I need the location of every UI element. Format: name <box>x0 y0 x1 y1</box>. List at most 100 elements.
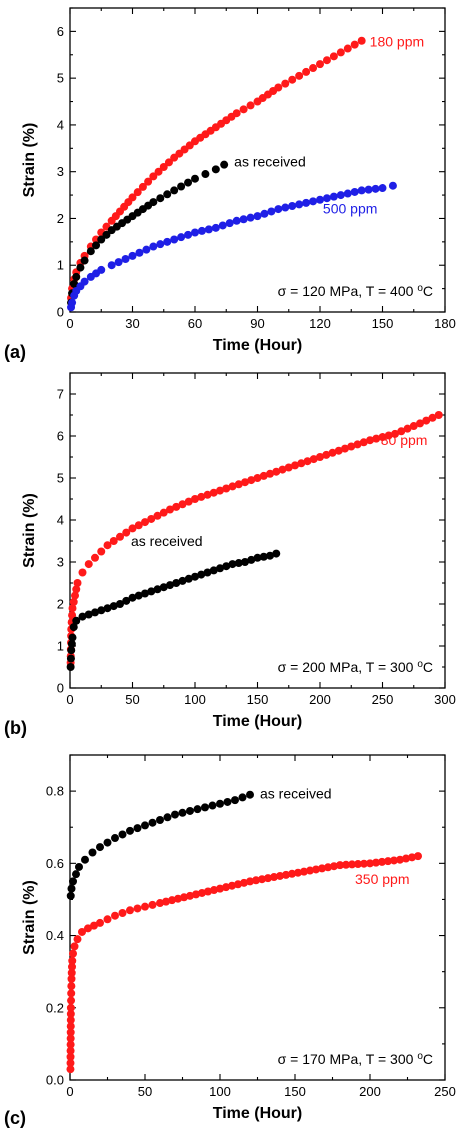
data-point <box>67 982 76 991</box>
data-point <box>67 989 76 998</box>
data-point <box>272 549 281 558</box>
panel-label: (b) <box>4 718 27 738</box>
data-point <box>246 877 254 886</box>
data-point <box>97 606 106 615</box>
data-point <box>274 83 283 92</box>
data-point <box>172 502 181 511</box>
data-point <box>378 184 387 193</box>
data-point <box>156 899 164 908</box>
data-point <box>328 448 337 457</box>
data-point <box>234 880 242 889</box>
data-point <box>343 44 352 53</box>
data-point <box>360 859 368 868</box>
data-point <box>297 459 306 468</box>
data-point <box>197 492 206 501</box>
data-point <box>234 480 243 489</box>
plot-frame <box>69 754 446 1081</box>
data-point <box>84 610 93 619</box>
data-point <box>247 555 256 564</box>
data-point <box>163 813 172 822</box>
series-80-ppm <box>66 411 443 667</box>
data-point <box>223 797 232 806</box>
data-point <box>353 440 362 449</box>
data-point <box>126 906 134 915</box>
data-point <box>414 852 422 861</box>
x-tick-label: 90 <box>250 316 264 331</box>
y-tick-label: 0 <box>57 305 64 320</box>
data-point <box>109 537 118 545</box>
degree-superscript: o <box>417 1051 423 1062</box>
data-point <box>68 962 76 971</box>
data-point <box>396 855 404 864</box>
data-point <box>67 996 76 1005</box>
y-tick-label: 7 <box>57 387 64 402</box>
series-500-ppm <box>67 181 397 312</box>
data-point <box>409 422 418 431</box>
data-point <box>180 893 188 902</box>
data-point <box>109 602 118 611</box>
data-point <box>116 532 124 541</box>
condition-annotation: σ = 170 MPa, T = 300 oC <box>278 1051 433 1068</box>
data-point <box>133 188 142 197</box>
data-point <box>168 896 176 905</box>
data-point <box>278 465 287 474</box>
data-point <box>81 855 89 864</box>
data-point <box>66 1034 75 1043</box>
data-point <box>264 874 272 883</box>
data-point <box>204 225 213 234</box>
data-point <box>78 927 86 936</box>
data-point <box>211 165 220 174</box>
data-point <box>322 56 331 65</box>
data-point <box>163 190 172 199</box>
x-tick-label: 200 <box>359 1084 381 1099</box>
data-point <box>141 518 149 527</box>
data-point <box>211 223 220 232</box>
data-point <box>193 805 202 814</box>
data-point <box>253 212 262 221</box>
data-point <box>128 193 137 202</box>
data-point <box>153 511 162 520</box>
data-point <box>71 591 79 600</box>
data-point <box>359 438 368 447</box>
data-point <box>174 894 182 903</box>
data-point <box>246 213 255 222</box>
data-point <box>348 860 356 869</box>
condition-annotation: σ = 120 MPa, T = 400 oC <box>278 283 433 300</box>
data-point <box>336 191 345 200</box>
y-tick-label: 0.6 <box>46 856 64 871</box>
data-point <box>171 810 179 819</box>
data-point <box>336 861 344 870</box>
data-point <box>66 891 75 900</box>
data-point <box>342 860 350 869</box>
data-point <box>159 163 168 172</box>
data-point <box>184 574 193 583</box>
data-point <box>78 568 87 577</box>
y-tick-label: 6 <box>57 429 64 444</box>
data-point <box>210 886 218 895</box>
data-point <box>67 974 76 983</box>
data-point <box>334 446 343 455</box>
data-point <box>122 528 131 537</box>
series-label: 500 ppm <box>323 201 377 217</box>
data-point <box>66 1016 75 1025</box>
data-point <box>69 877 77 886</box>
data-point <box>253 474 262 482</box>
series-label: as received <box>234 154 306 170</box>
data-point <box>288 75 297 84</box>
data-point <box>322 194 331 203</box>
x-tick-label: 150 <box>284 1084 306 1099</box>
data-point <box>309 455 318 464</box>
data-point <box>97 547 106 556</box>
data-point <box>67 646 76 655</box>
data-point <box>66 1059 75 1068</box>
data-point <box>111 911 119 920</box>
y-tick-label: 3 <box>57 555 64 570</box>
data-point <box>191 228 199 237</box>
data-point <box>177 233 186 242</box>
data-point <box>288 869 296 878</box>
data-point <box>282 870 290 879</box>
series-label: 350 ppm <box>355 871 409 887</box>
data-point <box>164 158 173 167</box>
data-point <box>306 866 314 875</box>
